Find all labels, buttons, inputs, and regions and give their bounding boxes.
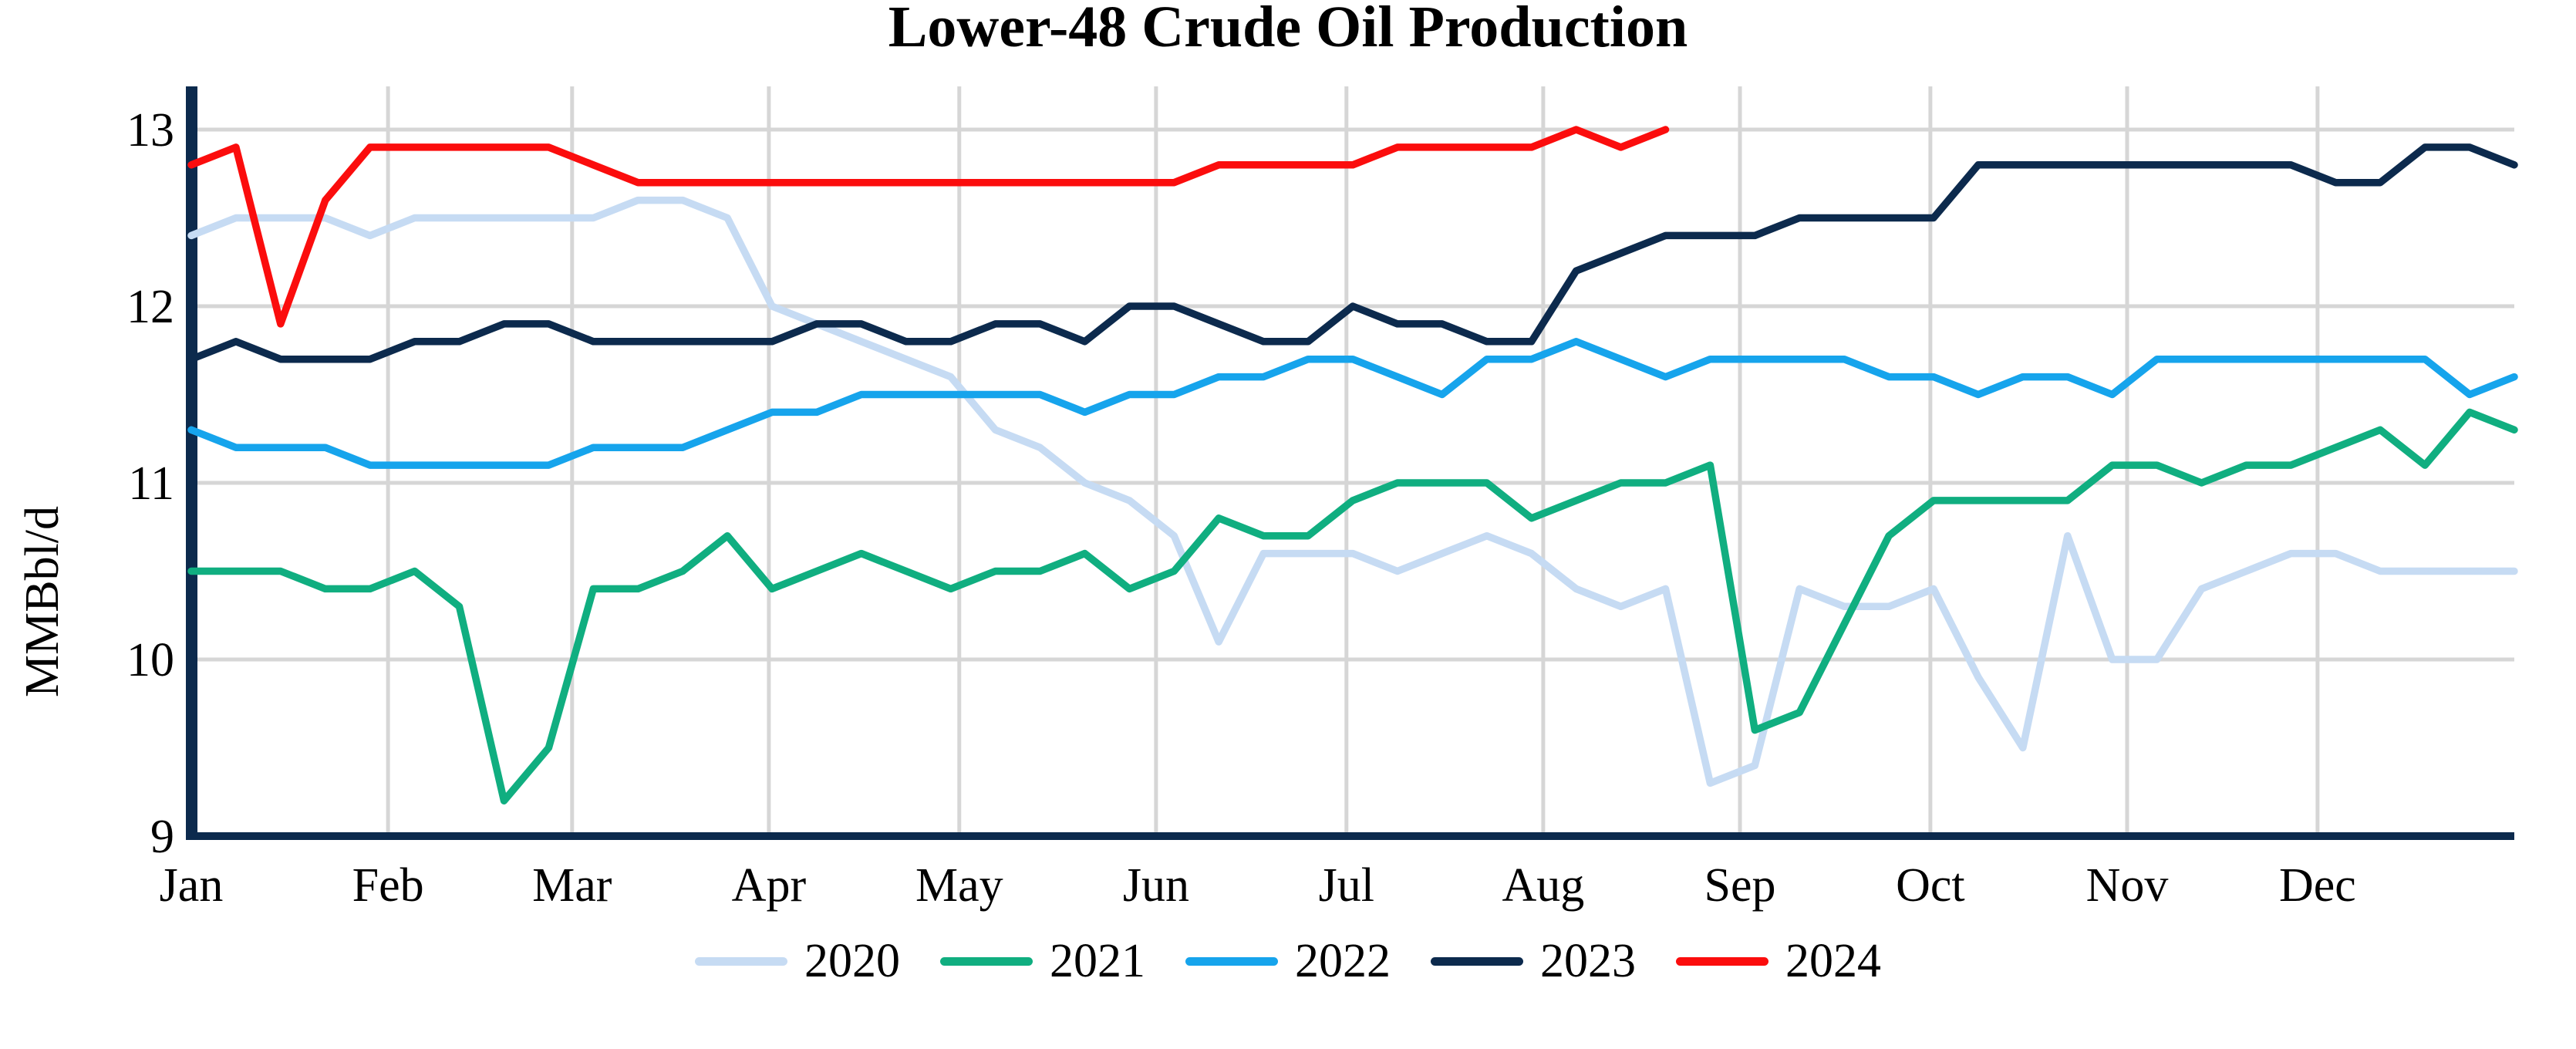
chart-title: Lower-48 Crude Oil Production: [888, 0, 1688, 59]
legend-item-2020: 2020: [695, 937, 900, 985]
x-tick-label: Mar: [532, 859, 612, 912]
y-tick-label: 10: [126, 634, 174, 686]
y-tick-label: 11: [128, 457, 174, 510]
series-line-2023: [187, 143, 2518, 363]
legend-item-2022: 2022: [1185, 937, 1391, 985]
legend-label-2020: 2020: [804, 935, 900, 987]
x-tick-label: Jul: [1319, 859, 1374, 912]
legend-label-2021: 2021: [1050, 935, 1145, 987]
y-tick-label: 9: [150, 811, 174, 863]
series-line-2020: [187, 196, 2518, 788]
x-tick-label: Jan: [160, 859, 224, 912]
legend-swatch-2022: [1185, 956, 1278, 966]
legend-label-2023: 2023: [1540, 935, 1636, 987]
x-tick-label: Feb: [352, 859, 424, 912]
x-tick-label: Apr: [732, 859, 807, 912]
x-tick-label: Sep: [1704, 859, 1776, 912]
legend-item-2023: 2023: [1431, 937, 1636, 985]
legend-swatch-2024: [1676, 956, 1768, 966]
y-tick-label: 12: [126, 281, 174, 333]
legend-item-2024: 2024: [1676, 937, 1881, 985]
legend-swatch-2020: [695, 956, 787, 966]
y-tick-label: 13: [126, 104, 174, 157]
x-tick-label: Dec: [2279, 859, 2356, 912]
x-tick-label: Nov: [2086, 859, 2169, 912]
legend: 2020 2021 2022 2023 2024: [0, 930, 2576, 992]
legend-item-2021: 2021: [940, 937, 1145, 985]
legend-label-2024: 2024: [1785, 935, 1881, 987]
x-tick-label: May: [915, 859, 1003, 912]
x-tick-label: Oct: [1896, 859, 1965, 912]
y-axis-bar: [186, 86, 197, 840]
legend-swatch-2021: [940, 956, 1033, 966]
x-tick-label: Jun: [1123, 859, 1189, 912]
series-line-2024: [187, 126, 1670, 328]
series-line-2022: [187, 338, 2518, 469]
series-line-2021: [187, 408, 2518, 804]
legend-label-2022: 2022: [1295, 935, 1391, 987]
x-tick-label: Aug: [1502, 859, 1584, 912]
legend-swatch-2023: [1431, 956, 1523, 966]
x-axis-bar: [186, 832, 2514, 840]
